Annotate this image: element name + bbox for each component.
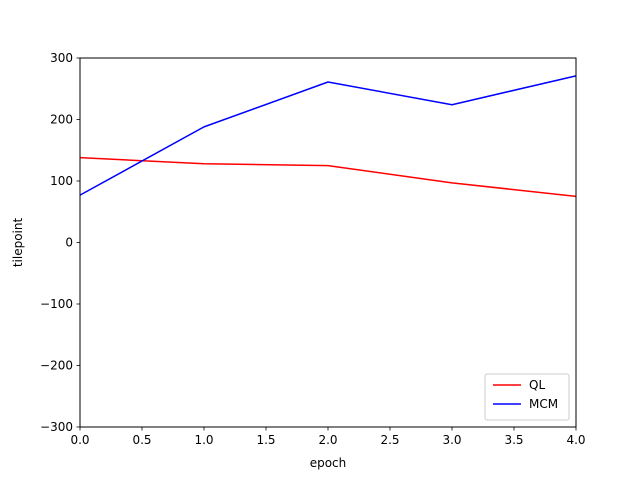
y-axis-label: tilepoint: [11, 218, 25, 268]
y-tick-label: −100: [40, 297, 73, 311]
y-tick-label: −200: [40, 359, 73, 373]
legend: QL MCM: [484, 373, 570, 421]
series-line-mcm: [79, 75, 577, 196]
x-tick-label: 0.5: [132, 433, 151, 447]
y-tick-label: 0: [65, 236, 73, 250]
legend-label-ql: QL: [529, 378, 545, 392]
y-tick-label: 300: [50, 51, 73, 65]
x-tick-label: 2.5: [380, 433, 399, 447]
x-tick-label: 4.0: [566, 433, 585, 447]
x-tick-label: 3.5: [504, 433, 523, 447]
x-tick-label: 3.0: [442, 433, 461, 447]
legend-label-mcm: MCM: [529, 397, 558, 411]
series-line-ql: [79, 156, 577, 198]
x-tick-label: 1.5: [256, 433, 275, 447]
x-tick-label: 0.0: [70, 433, 89, 447]
plot-frame: [79, 57, 577, 428]
tick-layer: 0.0 0.5 1.0 1.5 2.0 2.5 3.0 3.5 4.0 300 200 100 0 −10…: [40, 51, 586, 447]
series-layer: [79, 75, 577, 198]
y-tick-label: −300: [40, 420, 73, 434]
x-tick-label: 1.0: [194, 433, 213, 447]
y-tick-label: 100: [50, 174, 73, 188]
y-tick-label: 200: [50, 113, 73, 127]
x-tick-label: 2.0: [318, 433, 337, 447]
x-axis-label: epoch: [310, 456, 347, 470]
